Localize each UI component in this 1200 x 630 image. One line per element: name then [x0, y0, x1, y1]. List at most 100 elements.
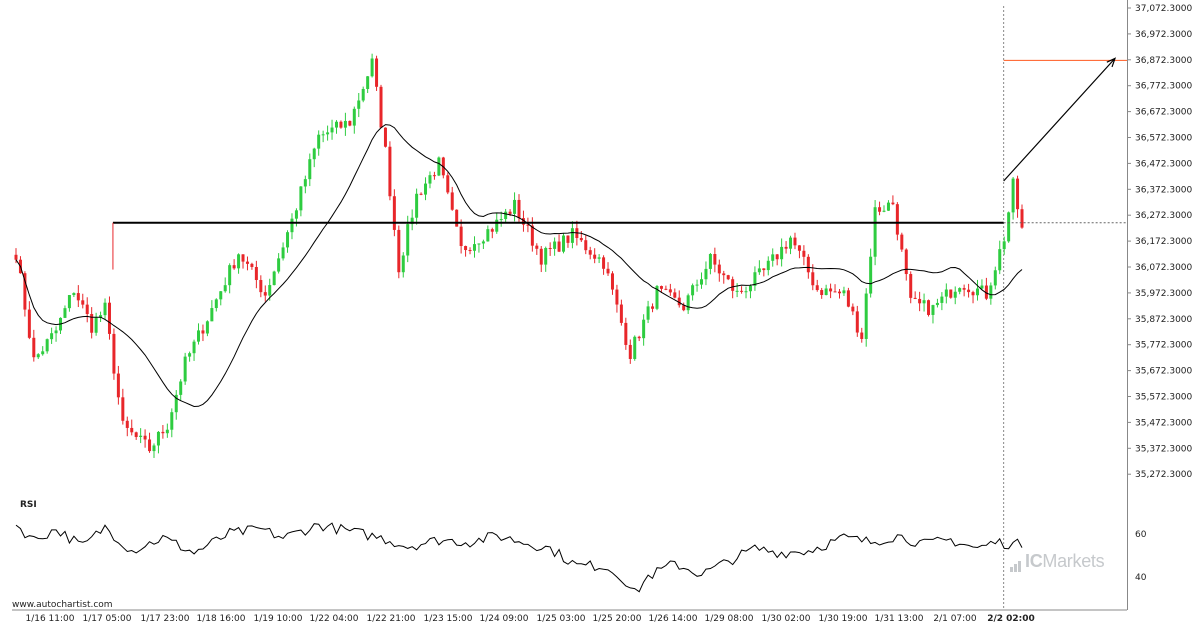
candle-body	[744, 291, 748, 293]
candle-body	[361, 88, 365, 101]
candle-body	[637, 336, 641, 339]
candle-body	[949, 289, 953, 298]
candle-body	[1007, 212, 1011, 242]
candle-body	[23, 273, 27, 310]
candle-body	[116, 373, 120, 398]
candle-body	[869, 256, 873, 294]
candle-body	[495, 219, 499, 232]
rsi-line	[15, 522, 1023, 593]
candle-body	[655, 286, 659, 309]
candle-body	[731, 279, 735, 291]
candle-body	[152, 445, 156, 452]
candle-body	[437, 157, 441, 176]
candle-body	[455, 209, 459, 227]
candle-body	[984, 285, 988, 299]
candle-body	[1011, 178, 1015, 213]
candle-body	[535, 245, 539, 249]
candle-body	[14, 254, 18, 260]
candle-body	[308, 159, 312, 180]
candle-body	[793, 237, 797, 246]
candle-body	[935, 302, 939, 306]
time-tick-label: 1/26 14:00	[648, 614, 697, 624]
candle-body	[882, 210, 886, 212]
candle-body	[112, 333, 116, 374]
candle-body	[486, 229, 490, 242]
candle-body	[464, 246, 468, 251]
candle-body	[544, 247, 548, 265]
candle-body	[517, 199, 521, 219]
candle-body	[677, 297, 681, 306]
time-tick-label: 1/22 04:00	[309, 614, 358, 624]
candle-body	[210, 308, 214, 322]
candle-body	[833, 291, 837, 293]
candle-body	[873, 207, 877, 257]
projection-arrow-line	[1003, 57, 1116, 182]
time-tick-label: 1/30 02:00	[761, 614, 810, 624]
candle-body	[789, 237, 793, 249]
candle-body	[513, 199, 517, 214]
candle-body	[139, 435, 143, 437]
candle-body	[766, 260, 770, 271]
projection-arrow-head	[1106, 57, 1117, 68]
rsi-tick-label: 60	[1135, 530, 1147, 540]
candle-body	[76, 293, 80, 301]
candle-body	[953, 291, 957, 298]
candle-body	[820, 290, 824, 295]
candle-body	[584, 240, 588, 251]
candle-body	[397, 229, 401, 273]
candle-body	[651, 306, 655, 309]
candle-body	[272, 271, 276, 286]
time-tick-label: 1/17 23:00	[140, 614, 189, 624]
candle-body	[691, 285, 695, 296]
price-tick-label: 37,072.3000	[1135, 4, 1193, 14]
brand-logo: ICMarkets	[1010, 551, 1105, 572]
candle-body	[815, 285, 819, 291]
candle-body	[348, 120, 352, 126]
candle-body	[824, 288, 828, 295]
candle-body	[886, 202, 890, 211]
candle-body	[958, 288, 962, 292]
candle-body	[646, 306, 650, 320]
price-tick-label: 35,972.3000	[1135, 289, 1193, 299]
candle-body	[1016, 178, 1020, 210]
candle-body	[499, 219, 503, 221]
candle-body	[855, 311, 859, 333]
candle-body	[36, 354, 40, 358]
candle-body	[1020, 209, 1024, 228]
price-tick-label: 36,572.3000	[1135, 134, 1193, 144]
candle-body	[717, 264, 721, 274]
candle-body	[722, 273, 726, 276]
candle-body	[121, 397, 125, 421]
price-tick-label: 35,472.3000	[1135, 418, 1193, 428]
candle-body	[263, 292, 267, 296]
candle-body	[735, 290, 739, 292]
candle-body	[944, 289, 948, 297]
candle-body	[895, 204, 899, 235]
price-tick-label: 35,572.3000	[1135, 393, 1193, 403]
candle-body	[588, 250, 592, 255]
price-tick-label: 36,372.3000	[1135, 185, 1193, 195]
price-tick-label: 35,872.3000	[1135, 315, 1193, 325]
candle-body	[388, 146, 392, 197]
candle-body	[913, 297, 917, 299]
candle-body	[904, 249, 908, 275]
candle-body	[130, 427, 134, 433]
candle-body	[63, 308, 67, 318]
time-tick-label: 1/29 08:00	[704, 614, 753, 624]
brand-ic: IC	[1025, 551, 1043, 571]
candle-body	[143, 435, 147, 440]
candle-body	[508, 211, 512, 214]
time-tick-label: 2/1 07:00	[933, 614, 977, 624]
candle-body	[472, 244, 476, 251]
candle-body	[383, 127, 387, 147]
bars-logo-icon	[1010, 551, 1022, 572]
candle-body	[797, 245, 801, 251]
candle-body	[878, 207, 882, 212]
candle-body	[286, 232, 290, 248]
candle-body	[299, 186, 303, 211]
time-tick-label: 1/19 10:00	[253, 614, 302, 624]
candle-body	[277, 258, 281, 272]
candle-body	[174, 394, 178, 413]
candle-body	[775, 254, 779, 260]
